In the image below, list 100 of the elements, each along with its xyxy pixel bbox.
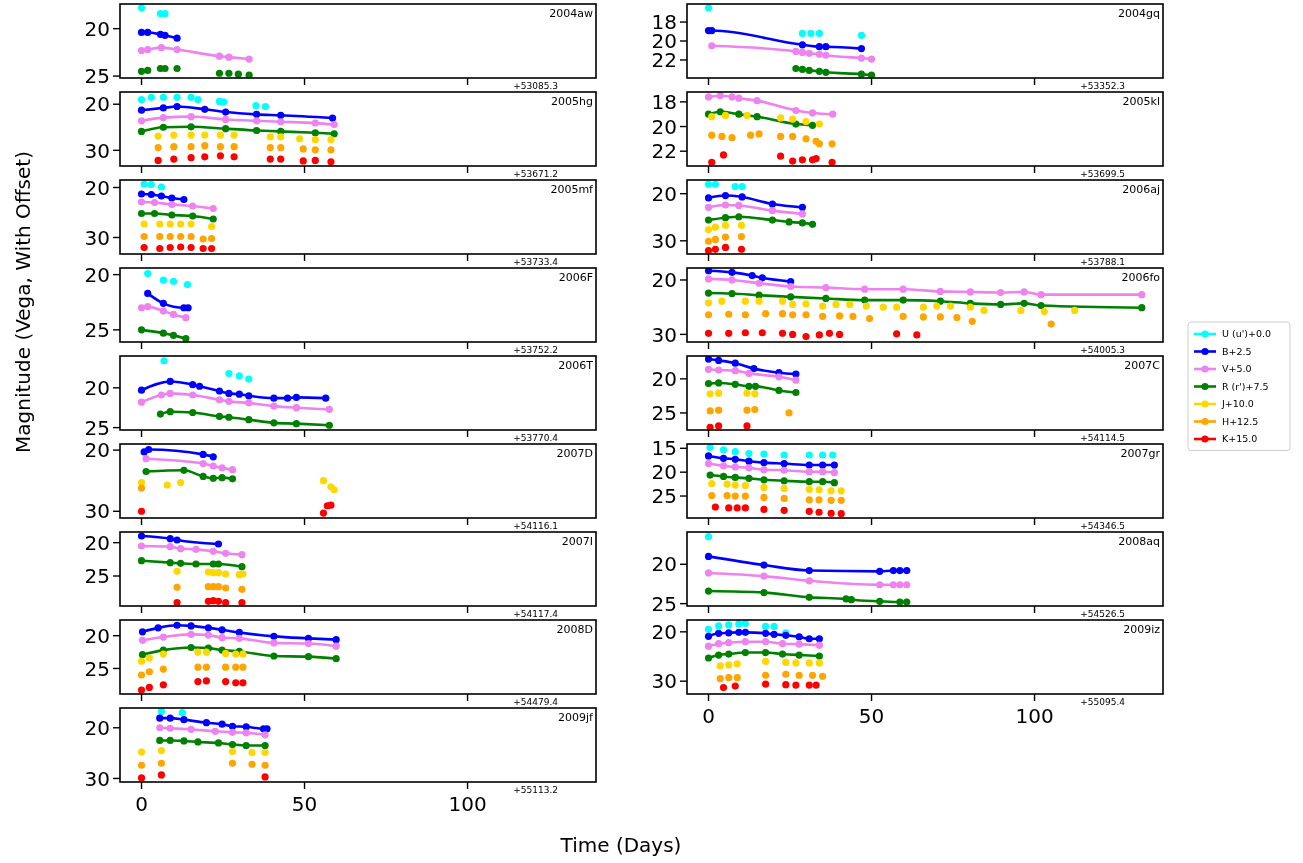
point [721,221,730,229]
point [214,597,223,605]
point [876,581,884,589]
point [199,450,207,458]
point [706,471,714,479]
point [177,559,185,567]
point [270,652,278,660]
point [704,275,713,283]
point [168,211,176,219]
point [145,445,153,454]
point [215,387,224,395]
point [194,677,202,686]
y-tick-label: 20 [84,438,110,463]
point [718,132,726,140]
point [913,331,921,339]
point [815,652,823,660]
point [142,455,150,463]
legend-label: B+2.5 [1222,345,1252,357]
point [780,506,788,514]
point [761,657,770,666]
point [147,180,155,189]
point [738,183,746,191]
point [189,202,197,210]
y-tick-label: 22 [651,139,677,164]
point [239,679,247,687]
point [194,648,202,656]
point [715,640,723,648]
point [202,663,210,671]
point [776,152,785,160]
annotation: 2005mf [550,183,595,196]
point [815,635,823,643]
y-tick-label: 30 [651,229,677,253]
point [789,330,797,338]
point [704,533,713,541]
text: +53788.1 [1080,257,1125,267]
point [733,674,741,682]
point [218,720,226,728]
point [953,313,961,322]
point [737,232,746,241]
point [792,47,800,56]
point [808,671,817,679]
annotation: 2006F [558,271,593,284]
point [245,55,253,63]
point [173,45,181,54]
point [787,293,795,301]
point [835,312,844,320]
point [239,663,247,671]
point [222,125,230,133]
point [325,405,333,413]
point [832,300,840,309]
point [144,28,152,37]
point [807,29,815,37]
point [798,29,807,37]
point [812,681,820,689]
point [225,397,233,405]
point [201,131,209,139]
point [731,183,739,191]
point [721,214,730,222]
point [789,132,797,140]
point [704,654,713,662]
point [741,297,749,305]
text: +54346.5 [1080,521,1125,531]
point [225,369,233,378]
point [706,444,714,451]
point [711,235,719,243]
point [157,746,166,755]
point [177,220,185,228]
point [163,481,171,489]
point [903,598,911,606]
point [169,277,178,285]
point [159,123,167,131]
point [704,587,713,595]
text: +55095.4 [1080,697,1126,707]
point [209,462,217,470]
point [725,661,733,669]
point [232,679,240,687]
point [145,683,153,692]
point [304,653,313,661]
point [311,146,319,154]
point [760,450,768,458]
point [159,307,167,315]
point [711,180,719,188]
point [805,681,813,689]
point [753,97,761,105]
point [1040,307,1048,316]
point [137,4,146,12]
point [218,634,226,642]
text: +53352.3 [1080,81,1125,91]
point [750,365,758,373]
y-tick-label: 25 [651,401,677,426]
point [716,662,724,670]
point [222,549,230,557]
point [137,386,146,394]
point [896,581,904,589]
point [1071,306,1079,315]
point [140,180,148,188]
point [715,379,723,387]
point [192,545,200,553]
point [798,156,807,164]
point [723,491,731,500]
